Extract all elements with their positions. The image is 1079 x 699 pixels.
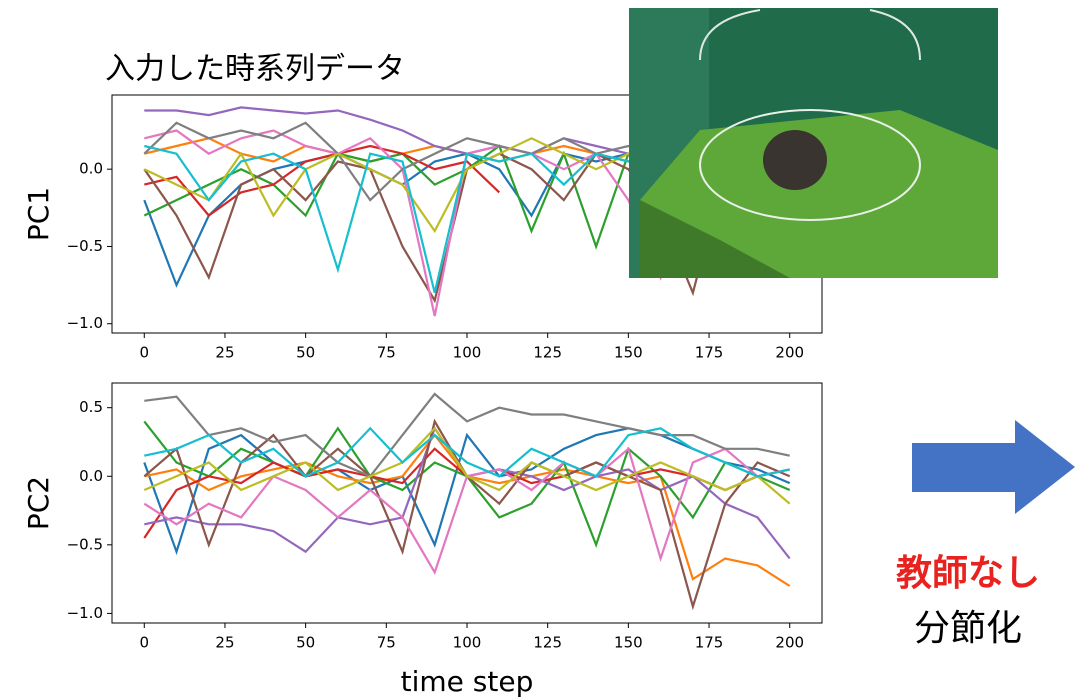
y-tick-label: −0.5 (67, 535, 103, 553)
series-line (144, 392, 790, 478)
x-tick-label: 50 (296, 634, 315, 652)
y-axis-label: PC2 (22, 476, 55, 530)
x-tick-label: 175 (695, 344, 724, 362)
y-tick-label: −1.0 (67, 604, 103, 622)
x-tick-label: 0 (139, 344, 149, 362)
caption-emphasis: 教師なし (896, 553, 1040, 594)
x-tick-label: 125 (533, 344, 562, 362)
x-axis-label: time step (401, 665, 534, 698)
series-line (144, 144, 501, 217)
x-tick-label: 200 (775, 634, 804, 652)
x-tick-label: 125 (533, 634, 562, 652)
x-tick-label: 200 (775, 344, 804, 362)
x-tick-label: 150 (614, 634, 643, 652)
y-tick-label: 0.0 (79, 160, 103, 178)
series-line (143, 427, 791, 556)
x-tick-label: 25 (215, 344, 234, 362)
y-tick-label: 0.5 (79, 398, 103, 416)
x-tick-label: 175 (695, 634, 724, 652)
y-tick-label: −0.5 (67, 237, 103, 255)
x-tick-label: 25 (215, 634, 234, 652)
y-tick-label: 0.0 (79, 467, 103, 485)
x-tick-label: 75 (377, 344, 396, 362)
x-tick-label: 100 (453, 344, 482, 362)
plot: 0 25 50 75 100 125 150 175 200 −1.0 −0.5 0.0 0.5 PC2 t… (22, 382, 823, 698)
series-line (143, 426, 791, 505)
plot-area (111, 382, 823, 624)
y-tick-label: −1.0 (67, 314, 103, 332)
x-tick-label: 0 (139, 634, 149, 652)
x-tick-label: 50 (296, 344, 315, 362)
x-tick-label: 150 (614, 344, 643, 362)
caption-text: 分節化 (914, 608, 1022, 649)
x-tick-label: 100 (453, 634, 482, 652)
arrow (912, 420, 1075, 514)
photo (629, 8, 998, 278)
slide-title: 入力した時系列データ (105, 52, 405, 87)
x-tick-label: 75 (377, 634, 396, 652)
series-line (144, 426, 790, 478)
y-axis-label: PC1 (22, 187, 55, 241)
